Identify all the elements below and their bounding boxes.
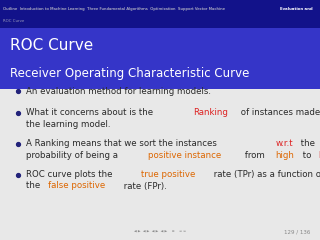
- Text: ROC curve plots the: ROC curve plots the: [26, 170, 115, 179]
- Text: 129 / 136: 129 / 136: [284, 229, 310, 234]
- Text: to: to: [300, 151, 314, 160]
- Text: the: the: [298, 139, 315, 149]
- Text: positive instance: positive instance: [148, 151, 221, 160]
- Text: of instances made by: of instances made by: [238, 108, 320, 117]
- Text: Evaluation and: Evaluation and: [280, 7, 313, 11]
- Text: An evaluation method for learning models.: An evaluation method for learning models…: [26, 87, 211, 96]
- Bar: [0, 28, 320, 89]
- Text: Outline  Introduction to Machine Learning  Three Fundamental Algorithms  Optimiz: Outline Introduction to Machine Learning…: [3, 7, 228, 11]
- Text: from: from: [242, 151, 268, 160]
- Text: Ranking: Ranking: [193, 108, 228, 117]
- Text: high: high: [275, 151, 294, 160]
- Text: the: the: [26, 181, 43, 191]
- Text: w.r.t: w.r.t: [276, 139, 293, 149]
- Text: low: low: [318, 151, 320, 160]
- Text: ◀ ▶  ◀ ▶  ◀ ▶  ◀ ▶    ≡    ⊃ ⊂: ◀ ▶ ◀ ▶ ◀ ▶ ◀ ▶ ≡ ⊃ ⊂: [134, 230, 186, 234]
- Text: ROC Curve: ROC Curve: [3, 19, 24, 23]
- Text: Receiver Operating Characteristic Curve: Receiver Operating Characteristic Curve: [10, 67, 249, 80]
- Text: the learning model.: the learning model.: [26, 120, 110, 129]
- Text: rate (TPr) as a function of: rate (TPr) as a function of: [211, 170, 320, 179]
- Text: Outline  Introduction to Machine Learning  Three Fundamental Algorithms  Optimiz: Outline Introduction to Machine Learning…: [3, 7, 225, 11]
- Text: A Ranking means that we sort the instances: A Ranking means that we sort the instanc…: [26, 139, 219, 149]
- Text: What it concerns about is the: What it concerns about is the: [26, 108, 156, 117]
- Bar: [0, 0, 320, 28]
- Text: probability of being a: probability of being a: [26, 151, 120, 160]
- Text: false positive: false positive: [48, 181, 105, 191]
- Text: true positive: true positive: [141, 170, 195, 179]
- Text: ROC Curve: ROC Curve: [10, 38, 93, 54]
- Text: rate (FPr).: rate (FPr).: [121, 181, 167, 191]
